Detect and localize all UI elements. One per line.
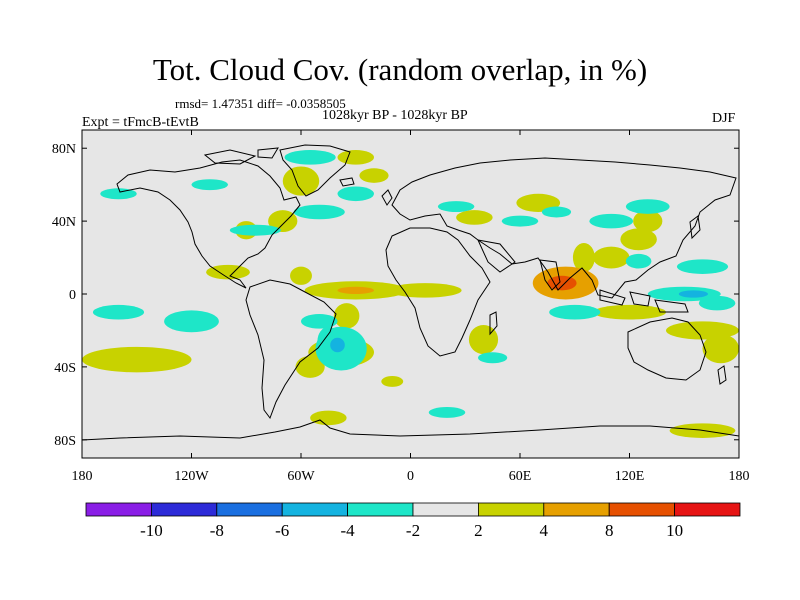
anomaly-region	[337, 286, 374, 294]
colorbar-label: 2	[474, 521, 483, 540]
colorbar	[85, 502, 741, 517]
x-tick-label: 180	[72, 469, 93, 484]
y-tick-label: 40S	[54, 361, 76, 376]
anomaly-region	[593, 304, 666, 320]
y-tick-label: 80S	[54, 434, 76, 449]
x-tick-label: 60W	[287, 469, 315, 484]
anomaly-region	[388, 283, 462, 298]
y-tick-label: 80N	[52, 142, 76, 157]
anomaly-region	[293, 204, 345, 220]
chart-title: Tot. Cloud Cov. (random overlap, in %)	[152, 52, 648, 87]
colorbar-label: -2	[406, 521, 420, 540]
anomaly-region	[92, 304, 145, 320]
anomaly-region	[268, 210, 298, 233]
anomaly-region	[633, 210, 663, 233]
anomaly-region	[625, 199, 670, 214]
colorbar-labels: -10 -8 -6 -4 -2 2 4 8 10	[140, 521, 683, 540]
anomaly-region	[620, 228, 657, 251]
anomaly-region	[100, 188, 137, 200]
colorbar-label: -6	[275, 521, 289, 540]
anomaly-region	[678, 290, 708, 298]
anomaly-region	[593, 246, 630, 269]
anomaly-region	[428, 406, 466, 418]
stats-label: rmsd= 1.47351 diff= -0.0358505	[175, 96, 346, 111]
y-axis: 80N 40N 0 40S 80S	[52, 142, 739, 449]
anomaly-region	[589, 213, 634, 229]
season-label: DJF	[712, 111, 736, 126]
x-tick-label: 60E	[509, 469, 532, 484]
x-tick-label: 0	[407, 469, 414, 484]
anomaly-region	[164, 310, 219, 333]
anomaly-region	[310, 410, 347, 426]
anomaly-region	[295, 355, 325, 378]
colorbar-swatch	[608, 502, 676, 517]
y-tick-label: 40N	[52, 215, 76, 230]
colorbar-swatch	[150, 502, 218, 517]
colorbar-swatch	[543, 502, 610, 517]
anomaly-region	[456, 210, 493, 225]
colorbar-swatch	[281, 502, 349, 517]
colorbar-swatch	[477, 502, 545, 517]
anomaly-region	[284, 150, 336, 165]
colorbar-label: 4	[540, 521, 549, 540]
anomaly-region	[82, 346, 192, 373]
colorbar-swatch	[347, 502, 414, 517]
colorbar-label: 8	[605, 521, 614, 540]
anomaly-region	[541, 206, 572, 218]
anomaly-region	[206, 264, 250, 280]
x-tick-label: 180	[729, 469, 750, 484]
anomaly-region	[229, 224, 281, 236]
colorbar-swatch	[216, 502, 283, 517]
anomaly-region	[478, 352, 508, 364]
colorbar-label: -4	[341, 521, 356, 540]
colorbar-swatch	[85, 502, 152, 517]
anomaly-region	[337, 150, 374, 165]
anomaly-region	[676, 259, 729, 274]
anomaly-region	[702, 334, 739, 364]
anomaly-region	[437, 201, 475, 213]
colorbar-label: -10	[140, 521, 163, 540]
anomaly-region	[359, 168, 389, 183]
x-axis: 180 120W 60W 0 60E 120E 180	[72, 130, 750, 484]
anomaly-region	[549, 304, 601, 320]
x-tick-label: 120E	[615, 469, 645, 484]
anomaly-region	[282, 166, 320, 196]
experiment-label: Expt = tFmcB-tEvtB	[82, 115, 199, 130]
colorbar-label: -8	[210, 521, 224, 540]
anomaly-region	[501, 215, 539, 227]
colorbar-swatch	[674, 502, 741, 517]
period-label: 1028kyr BP - 1028kyr BP	[322, 108, 468, 123]
colorbar-label: 10	[666, 521, 683, 540]
anomaly-region	[625, 253, 652, 269]
anomaly-region	[572, 242, 595, 273]
anomaly-region	[301, 314, 338, 329]
anomaly-region	[468, 324, 499, 355]
colorbar-swatch	[412, 502, 479, 517]
anomaly-region	[191, 179, 228, 191]
anomaly-region	[290, 266, 312, 285]
coastlines	[82, 144, 739, 441]
anomaly-region	[330, 337, 345, 353]
anomaly-region	[333, 303, 360, 329]
y-tick-label: 0	[69, 288, 76, 303]
anomaly-region	[337, 186, 374, 202]
anomaly-region	[381, 376, 404, 387]
x-tick-label: 120W	[174, 469, 209, 484]
anomaly-region	[698, 295, 736, 311]
